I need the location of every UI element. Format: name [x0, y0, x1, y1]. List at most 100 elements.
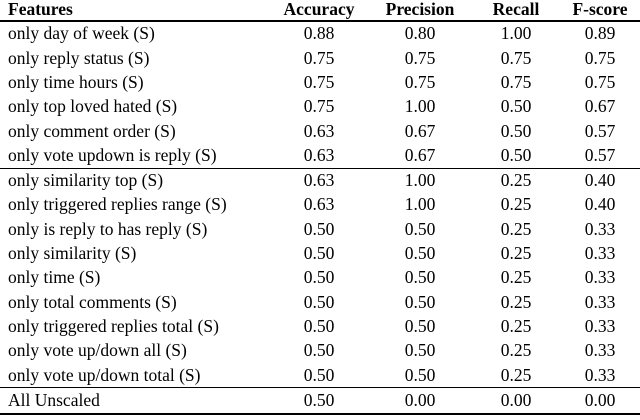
table-row: only vote updown is reply (S) 0.63 0.67 0.5…: [0, 143, 640, 169]
metric-value: 0.50: [303, 340, 335, 361]
metric-value: 0.89: [584, 23, 616, 44]
feature-label: only time hours (S): [8, 71, 144, 92]
metric-value: 0.75: [500, 47, 532, 68]
metric-value: 0.25: [500, 194, 532, 215]
table-row: only is reply to has reply (S) 0.50 0.50 0.…: [0, 217, 640, 241]
metric-value: 0.50: [368, 363, 472, 389]
metric-value: 0.33: [584, 267, 616, 288]
table-row: only vote up/down all (S) 0.50 0.50 0.25 0.3…: [0, 339, 640, 363]
metric-value: 0.25: [472, 363, 560, 389]
table-row: only total comments (S) 0.50 0.50 0.25 0.33: [0, 290, 640, 314]
feature-label: only top loved hated (S): [8, 96, 178, 117]
table-row: only reply status (S) 0.75 0.75 0.75 0.75: [0, 46, 640, 70]
metric-value: 0.50: [404, 291, 436, 312]
metric-value: 0.50: [404, 218, 436, 239]
table-row: only top loved hated (S) 0.75 1.00 0.50 0.67: [0, 95, 640, 119]
metric-value: 0.25: [500, 243, 532, 264]
metric-value: 0.33: [584, 243, 616, 264]
metric-value: 0.50: [303, 315, 335, 336]
metric-value: 0.57: [584, 120, 616, 141]
metric-value: 0.63: [303, 120, 335, 141]
col-header-fscore: F-score: [560, 0, 640, 22]
feature-label: only triggered replies range (S): [8, 194, 227, 215]
table-row: All Unscaled 0.50 0.00 0.00 0.00: [0, 387, 640, 415]
metric-value: 0.67: [368, 143, 472, 169]
metric-value: 0.50: [404, 340, 436, 361]
metric-value: 0.75: [303, 96, 335, 117]
feature-label: only similarity top (S): [8, 170, 164, 191]
metric-value: 1.00: [404, 194, 436, 215]
metric-value: 0.50: [404, 243, 436, 264]
metric-value: 0.50: [303, 218, 335, 239]
feature-label: only triggered replies total (S): [8, 315, 219, 336]
feature-label: only vote up/down total (S): [0, 363, 270, 389]
header-row: Features Accuracy Precision Recall F-sco…: [0, 0, 640, 22]
metric-value: 0.75: [404, 47, 436, 68]
table-row: only triggered replies total (S) 0.50 0.50…: [0, 315, 640, 339]
feature-label: only is reply to has reply (S): [8, 218, 208, 239]
col-header-features: Features: [0, 0, 270, 22]
metric-value: 0.50: [404, 315, 436, 336]
metric-value: 0.75: [584, 47, 616, 68]
table-row: only similarity top (S) 0.63 1.00 0.25 0.40: [0, 168, 640, 193]
col-header-precision: Precision: [368, 0, 472, 22]
metric-value: 0.50: [270, 387, 368, 415]
metric-value: 0.88: [303, 23, 335, 44]
metric-value: 0.50: [472, 143, 560, 169]
table-row: only triggered replies range (S) 0.63 1.00…: [0, 193, 640, 217]
feature-label: only total comments (S): [8, 291, 177, 312]
metric-value: 0.75: [303, 71, 335, 92]
feature-label: only vote up/down all (S): [8, 340, 187, 361]
metric-value: 0.33: [560, 363, 640, 389]
metric-value: 0.00: [368, 387, 472, 415]
metric-value: 0.25: [500, 267, 532, 288]
metric-value: 0.00: [560, 387, 640, 415]
metric-value: 0.57: [560, 143, 640, 169]
metric-value: 0.25: [500, 340, 532, 361]
col-header-accuracy: Accuracy: [270, 0, 368, 22]
table-row: only vote up/down total (S) 0.50 0.50 0.25 0…: [0, 363, 640, 389]
metric-value: 0.75: [500, 71, 532, 92]
metric-value: 0.50: [303, 267, 335, 288]
feature-label: only vote updown is reply (S): [0, 143, 270, 169]
table-row: only similarity (S) 0.50 0.50 0.25 0.33: [0, 242, 640, 266]
metric-value: 0.75: [303, 47, 335, 68]
metric-value: 0.50: [500, 120, 532, 141]
metric-value: 0.63: [303, 170, 335, 191]
metric-value: 0.40: [584, 170, 616, 191]
metric-value: 0.75: [404, 71, 436, 92]
metric-value: 0.50: [303, 243, 335, 264]
feature-label: only comment order (S): [8, 120, 176, 141]
col-header-recall: Recall: [472, 0, 560, 22]
metric-value: 0.40: [584, 194, 616, 215]
metric-value: 0.33: [584, 315, 616, 336]
feature-label: only similarity (S): [8, 243, 137, 264]
metric-value: 0.67: [584, 96, 616, 117]
table-body: only day of week (S) 0.88 0.80 1.00 0.89 only…: [0, 21, 640, 415]
metric-value: 0.63: [303, 194, 335, 215]
feature-label: only day of week (S): [8, 23, 155, 44]
metric-value: 0.50: [270, 363, 368, 389]
metric-value: 0.25: [500, 218, 532, 239]
metric-value: 0.67: [404, 120, 436, 141]
metric-value: 1.00: [404, 170, 436, 191]
metric-value: 0.33: [584, 340, 616, 361]
table-row: only time (S) 0.50 0.50 0.25 0.33: [0, 266, 640, 290]
metric-value: 0.25: [500, 315, 532, 336]
metric-value: 0.50: [404, 267, 436, 288]
table-row: only time hours (S) 0.75 0.75 0.75 0.75: [0, 71, 640, 95]
metric-value: 0.50: [303, 291, 335, 312]
metric-value: 0.00: [472, 387, 560, 415]
metric-value: 0.25: [500, 170, 532, 191]
metric-value: 0.50: [500, 96, 532, 117]
metric-value: 0.80: [404, 23, 436, 44]
metric-value: 0.33: [584, 291, 616, 312]
metric-value: 0.33: [584, 218, 616, 239]
metric-value: 1.00: [500, 23, 532, 44]
metric-value: 0.25: [500, 291, 532, 312]
metric-value: 1.00: [404, 96, 436, 117]
metric-value: 0.63: [270, 143, 368, 169]
metric-value: 0.75: [584, 71, 616, 92]
table-row: only comment order (S) 0.63 0.67 0.50 0.57: [0, 119, 640, 143]
